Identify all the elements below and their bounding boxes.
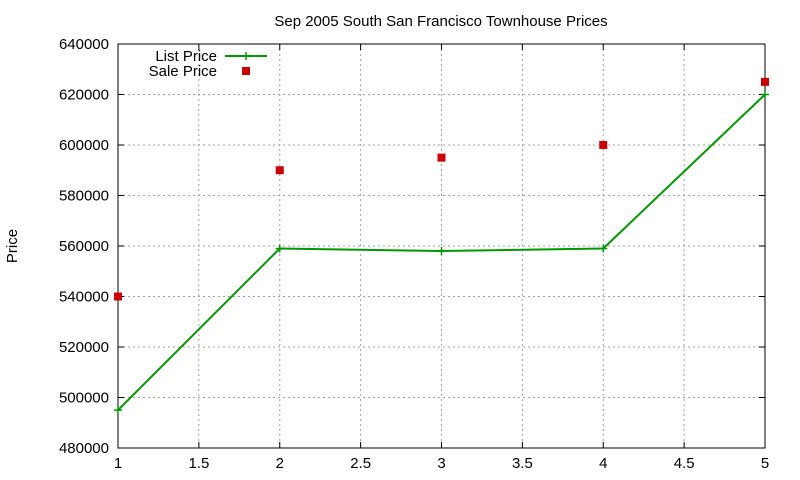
x-tick-label: 2.5 <box>350 455 371 472</box>
list-price-point <box>437 247 446 256</box>
x-tick-label: 4.5 <box>674 455 695 472</box>
x-tick-label: 3.5 <box>512 455 533 472</box>
series-layer <box>114 77 769 415</box>
y-tick-label: 620000 <box>59 87 109 104</box>
axis-ticks: 1 1.5 2 2.5 3 3.5 4 4.5 5 480000 500000 520000 54000… <box>59 36 769 472</box>
list-price-point <box>275 244 284 253</box>
plot-border <box>117 43 766 449</box>
legend-marker-list-price <box>242 52 250 60</box>
x-tick-label: 5 <box>761 455 769 472</box>
legend-label-sale-price: Sale Price <box>149 63 217 80</box>
list-price-point <box>599 244 608 253</box>
list-price-point <box>114 406 122 415</box>
x-tick-label: 3 <box>437 455 445 472</box>
y-tick-label: 580000 <box>59 188 109 205</box>
y-axis-label: Price <box>4 229 21 263</box>
legend-marker-sale-price <box>242 67 250 75</box>
y-tick-label: 640000 <box>59 36 109 53</box>
x-tick-label: 1.5 <box>188 455 209 472</box>
chart-title: Sep 2005 South San Francisco Townhouse P… <box>274 13 607 30</box>
sale-price-point <box>761 77 769 86</box>
y-tick-label: 560000 <box>59 238 109 255</box>
y-tick-label: 500000 <box>59 390 109 407</box>
list-price-point <box>761 90 769 99</box>
y-tick-label: 600000 <box>59 137 109 154</box>
sale-price-point <box>275 166 284 175</box>
grid-lines <box>118 44 765 448</box>
y-tick-label: 520000 <box>59 339 109 356</box>
legend-label-list-price: List Price <box>155 48 217 65</box>
y-tick-label: 480000 <box>59 440 109 457</box>
x-tick-label: 4 <box>599 455 607 472</box>
sale-price-point <box>114 292 122 301</box>
sale-price-point <box>437 153 446 162</box>
x-tick-label: 2 <box>276 455 284 472</box>
y-tick-label: 540000 <box>59 289 109 306</box>
sale-price-point <box>599 141 608 149</box>
x-tick-label: 1 <box>114 455 122 472</box>
